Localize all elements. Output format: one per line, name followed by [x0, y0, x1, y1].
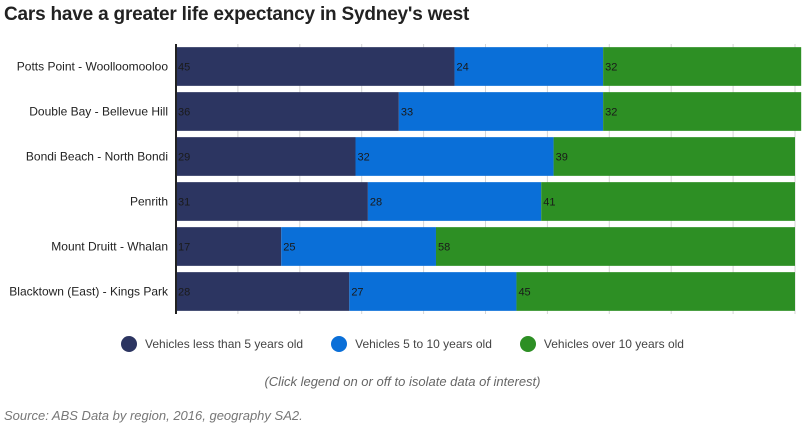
bar-segment: [176, 137, 356, 176]
category-label: Mount Druitt - Whalan: [51, 240, 168, 254]
data-label: 45: [518, 287, 530, 299]
data-label: 45: [178, 62, 190, 74]
data-label: 28: [178, 287, 190, 299]
data-label: 33: [401, 107, 413, 119]
bar-segment: [367, 182, 542, 221]
legend-label: Vehicles less than 5 years old: [145, 337, 304, 351]
data-label: 41: [543, 197, 555, 209]
bar-segment: [516, 272, 795, 311]
bar-segment: [398, 92, 604, 131]
data-label: 29: [178, 152, 190, 164]
data-label: 32: [605, 107, 617, 119]
legend-dot-icon: [121, 336, 138, 352]
bar-segment: [355, 137, 554, 176]
bar-segment: [176, 227, 282, 266]
data-label: 17: [178, 242, 190, 254]
category-label: Bondi Beach - North Bondi: [26, 150, 168, 164]
category-label: Penrith: [130, 195, 168, 209]
bar-segment: [603, 47, 802, 86]
bar-segment: [553, 137, 795, 176]
bar-segment: [176, 182, 368, 221]
chart-legend: Vehicles less than 5 years old Vehicles …: [0, 336, 805, 352]
data-label: 36: [178, 107, 190, 119]
category-label: Blacktown (East) - Kings Park: [9, 285, 169, 299]
legend-label: Vehicles over 10 years old: [543, 337, 684, 351]
data-label: 27: [351, 287, 363, 299]
bar-segment: [435, 227, 795, 266]
source-note: Source: ABS Data by region, 2016, geogra…: [4, 408, 303, 423]
data-label: 31: [178, 197, 190, 209]
data-label: 58: [438, 242, 450, 254]
legend-dot-icon: [519, 336, 536, 352]
chart-title: Cars have a greater life expectancy in S…: [4, 4, 470, 25]
data-label: 28: [370, 197, 382, 209]
legend-dot-icon: [331, 336, 348, 352]
data-label: 24: [457, 62, 469, 74]
category-label: Double Bay - Bellevue Hill: [29, 105, 168, 119]
data-label: 39: [556, 152, 568, 164]
legend-item-5-to-10[interactable]: Vehicles 5 to 10 years old: [331, 336, 492, 352]
stacked-bar-chart: Potts Point - Woolloomooloo 45 24 32 Double …: [9, 44, 802, 314]
bar-segment: [454, 47, 604, 86]
bar-segment: [541, 182, 795, 221]
bar-segment: [603, 92, 802, 131]
bar-segment: [176, 47, 455, 86]
legend-item-under-5[interactable]: Vehicles less than 5 years old: [121, 336, 303, 352]
legend-label: Vehicles 5 to 10 years old: [355, 337, 492, 351]
legend-hint: (Click legend on or off to isolate data …: [264, 374, 541, 389]
category-label: Potts Point - Woolloomooloo: [17, 60, 169, 74]
data-label: 32: [358, 152, 370, 164]
bar-segment: [281, 227, 436, 266]
legend-item-over-10[interactable]: Vehicles over 10 years old: [519, 336, 684, 352]
data-label: 32: [605, 62, 617, 74]
data-label: 25: [283, 242, 295, 254]
bar-segment: [176, 272, 350, 311]
bar-segment: [349, 272, 517, 311]
bar-segment: [176, 92, 399, 131]
